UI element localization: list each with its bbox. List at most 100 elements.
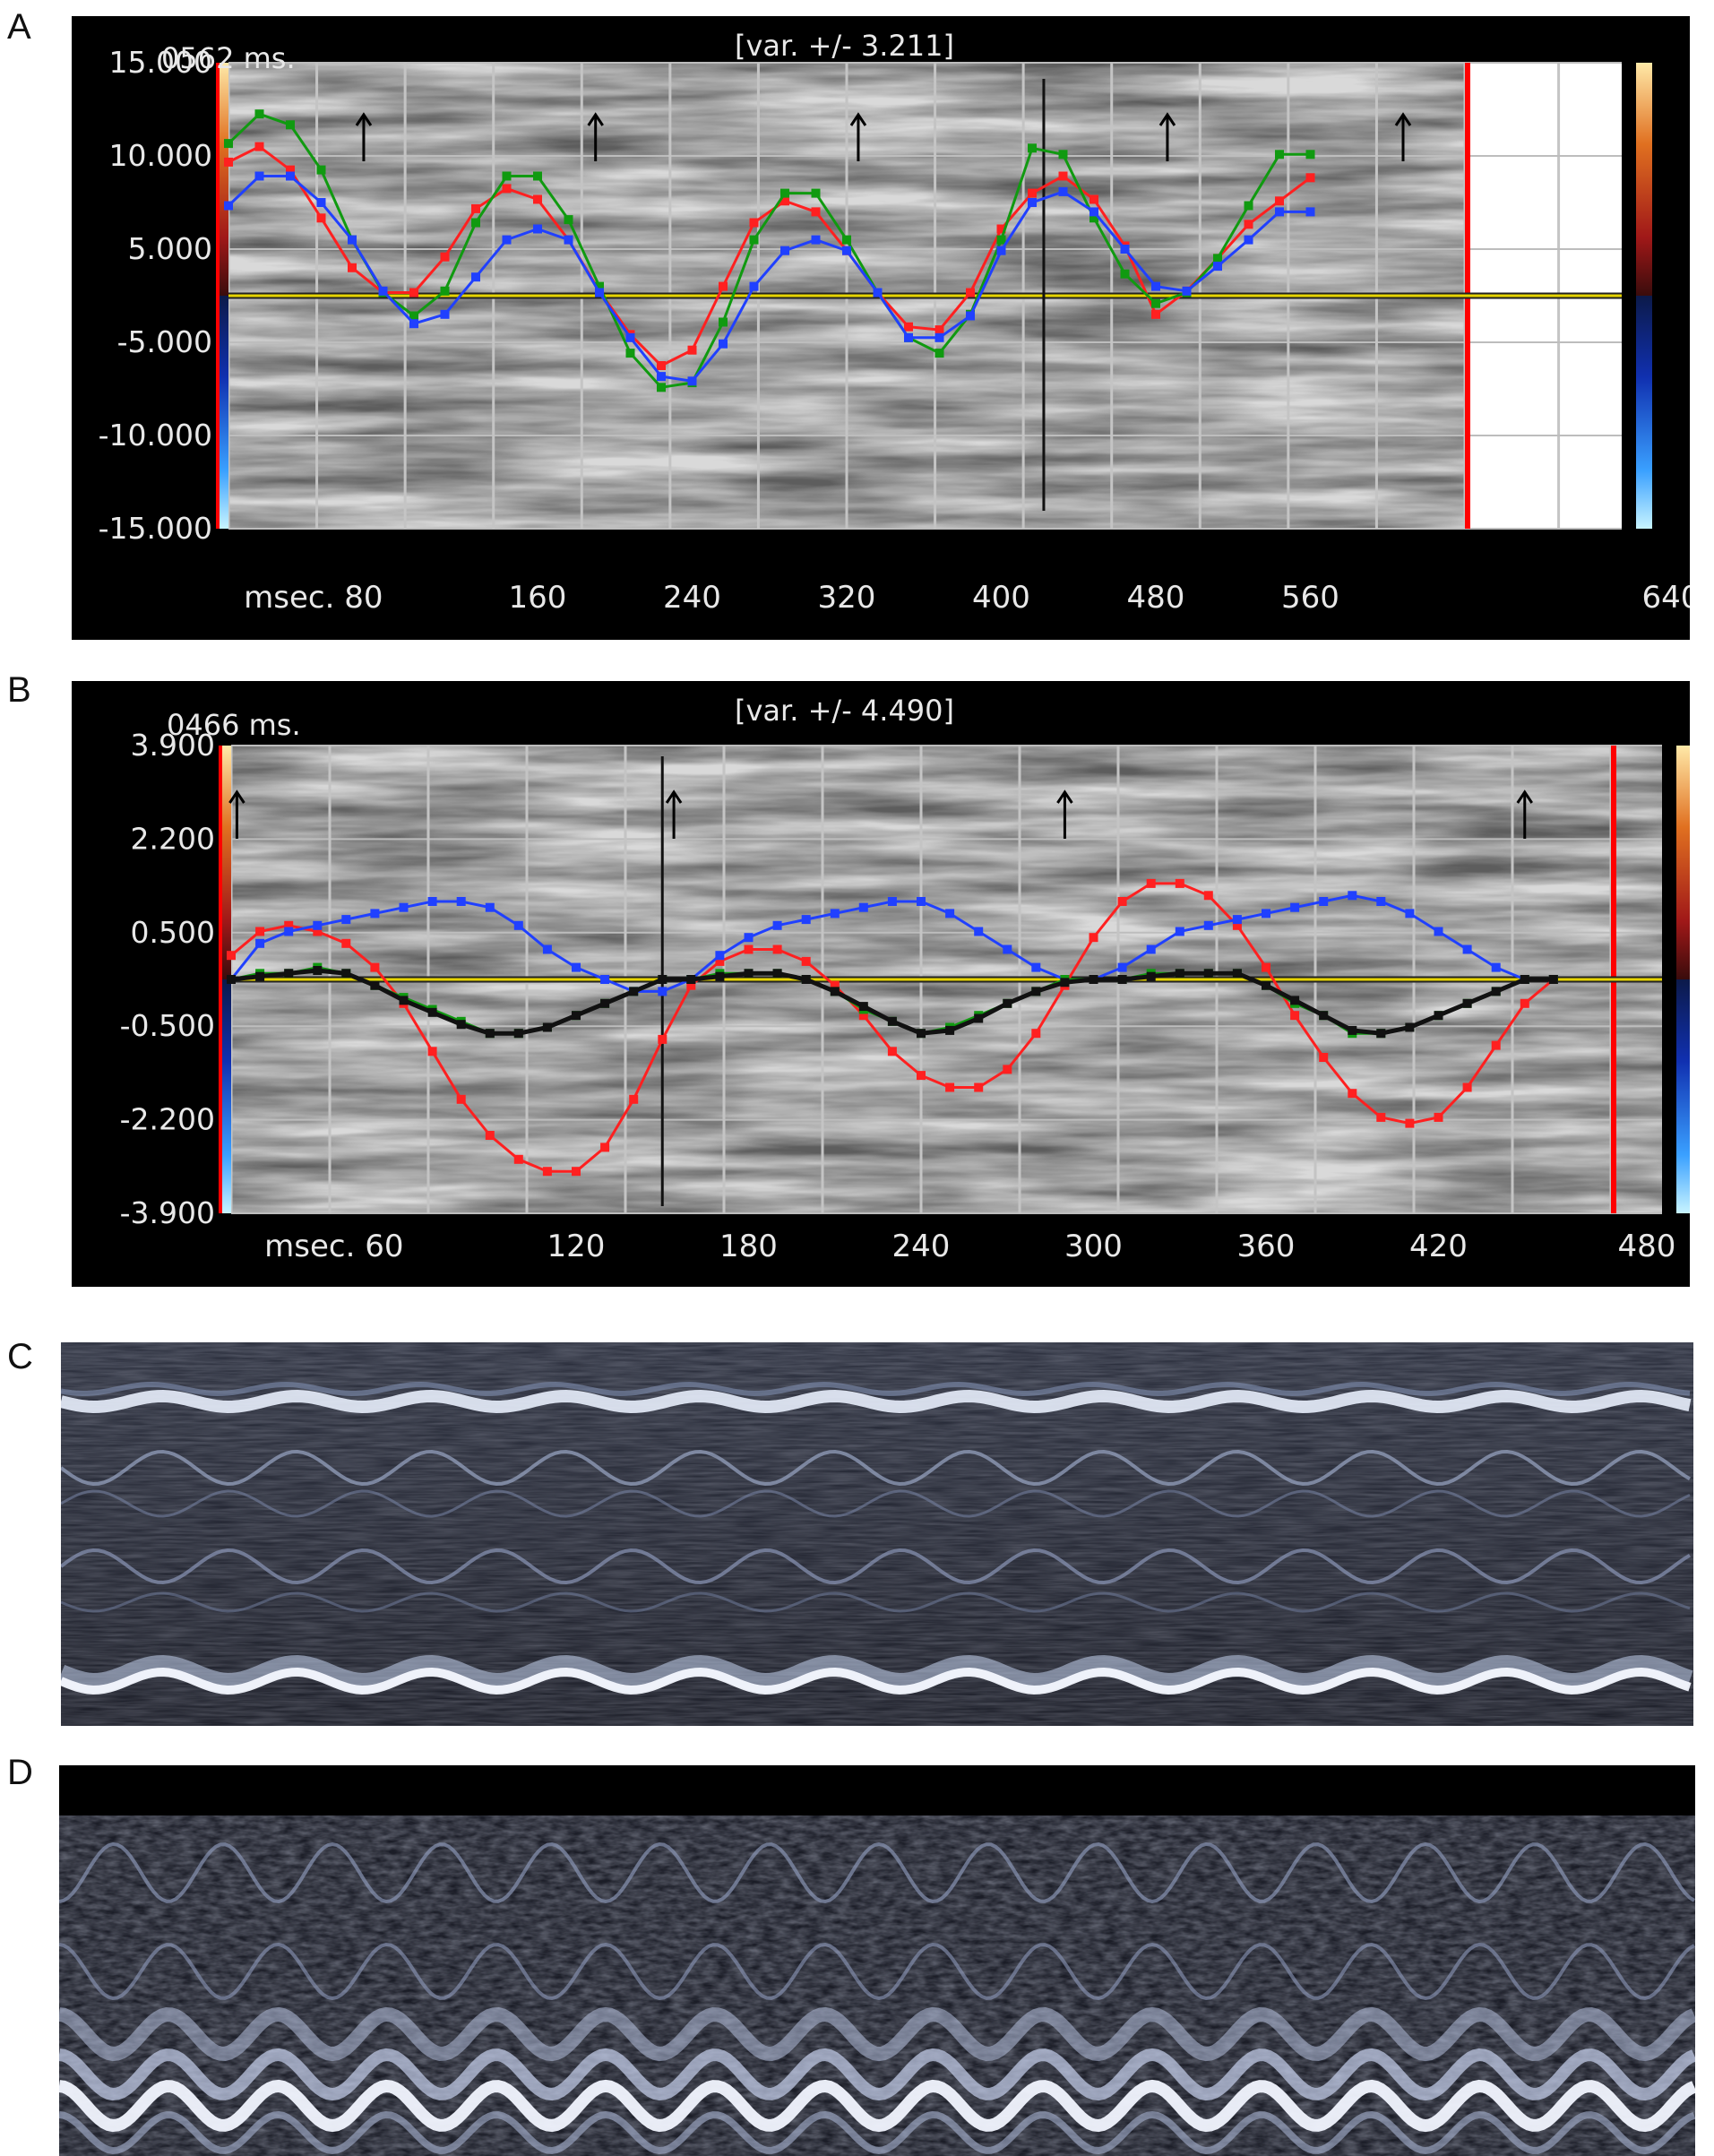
chart-a-ytick-label: -10.000 — [99, 418, 212, 453]
chart-b-data-point — [1434, 927, 1443, 936]
chart-a-data-point — [657, 372, 666, 382]
chart-b-data-point — [284, 927, 294, 936]
chart-a-data-point — [440, 286, 450, 296]
chart-b-data-point — [801, 915, 811, 925]
chart-a-xtick-label: 560 — [1281, 580, 1339, 616]
chart-a-data-point — [1182, 286, 1192, 296]
chart-a-data-point — [719, 317, 728, 327]
chart-b-svg: 3.900 2.200 0.500 -0.500 -2.200 -3.900 msec. 6… — [120, 694, 1690, 1264]
chart-b-data-point — [629, 1094, 639, 1104]
chart-b-data-point — [1405, 1118, 1415, 1128]
chart-a-data-point — [749, 218, 759, 228]
chart-b-data-point — [830, 909, 840, 918]
chart-a-data-point — [348, 235, 357, 245]
chart-b-data-point — [917, 897, 926, 906]
chart-b-data-point — [255, 971, 265, 981]
chart-b-data-point — [456, 1020, 466, 1030]
chart-a-data-point — [224, 201, 233, 211]
chart-a-data-point — [780, 196, 789, 206]
chart-a-data-point — [625, 349, 635, 358]
chart-a-data-point — [1028, 198, 1037, 207]
chart-a-data-point — [316, 213, 326, 223]
chart-a-data-point — [286, 171, 295, 181]
chart-a-data-point — [254, 142, 264, 151]
chart-a-data-point — [1305, 150, 1315, 160]
panel-label-d: D — [7, 1753, 33, 1792]
chart-b-data-point — [370, 909, 380, 918]
chart-a-data-point — [471, 203, 480, 213]
chart-b-xtick-label: 480 — [1618, 1229, 1676, 1264]
chart-b-ytick-label: -0.500 — [120, 1008, 215, 1043]
chart-b-xtick-label: 420 — [1409, 1229, 1468, 1264]
chart-b-data-point — [1348, 1089, 1357, 1099]
chart-b-data-point — [1262, 980, 1270, 990]
chart-b-data-point — [485, 902, 495, 912]
chart-a-data-point — [1213, 254, 1222, 263]
chart-a-data-point — [811, 235, 821, 245]
chart-b-data-point — [1146, 944, 1156, 954]
chart-b-xtick-label: 120 — [547, 1229, 606, 1264]
chart-a-data-point — [657, 383, 666, 392]
chart-a-data-point — [1058, 150, 1068, 160]
chart-a-xtick-label: 160 — [509, 580, 567, 616]
chart-a-data-point — [440, 252, 450, 262]
chart-a-data-point — [719, 339, 728, 349]
chart-b-data-point — [629, 987, 639, 996]
chart-b-data-point — [1089, 933, 1098, 943]
chart-a-data-point — [316, 165, 326, 175]
chart-a-data-point — [1305, 173, 1315, 183]
chart-a-data-point — [409, 311, 418, 321]
chart-a-data-point — [966, 288, 975, 298]
chart-b-data-point — [1262, 962, 1270, 972]
chart-b-data-point — [1491, 987, 1501, 996]
chart-a-data-point — [533, 224, 542, 234]
chart-b-data-point — [485, 1029, 495, 1039]
chart-a-ytick-label: -5.000 — [117, 324, 212, 359]
chart-b-data-point — [427, 1007, 437, 1017]
chart-b-data-point — [1376, 1112, 1386, 1122]
mmode-image-c — [61, 1342, 1693, 1726]
chart-a-data-point — [749, 281, 759, 291]
chart-a-ytick-label: 5.000 — [128, 231, 212, 266]
chart-b-data-point — [1405, 909, 1415, 918]
chart-b-data-point — [456, 897, 466, 906]
chart-a-xtick-label: 240 — [663, 580, 721, 616]
chart-b-colorbar — [1676, 746, 1690, 979]
chart-b-data-point — [1319, 897, 1329, 906]
chart-b-data-point — [858, 1002, 868, 1012]
chart-a-data-point — [935, 349, 944, 358]
chart-a-data-point — [935, 325, 944, 335]
chart-a-data-point — [811, 207, 821, 217]
chart-b-data-point — [772, 944, 782, 954]
chart-b-series-black — [227, 966, 1558, 1039]
chart-a-event-arrow — [1158, 112, 1176, 161]
chart-b-data-point — [513, 920, 523, 930]
chart-b-data-point — [427, 897, 437, 906]
chart-b-data-point — [600, 975, 610, 984]
chart-a-data-point — [224, 139, 233, 149]
chart-a-series-blue — [224, 171, 1315, 386]
chart-b-data-point — [658, 975, 668, 984]
chart-a-data-point — [842, 235, 851, 245]
chart-a-ytick-label: 10.000 — [109, 138, 212, 173]
chart-a-data-point — [1028, 143, 1037, 153]
chart-a-data-point — [687, 345, 697, 355]
chart-b-data-point — [744, 933, 754, 943]
chart-a-data-point — [286, 120, 295, 130]
chart-a-data-point — [842, 246, 851, 255]
chart-b-data-point — [313, 920, 323, 930]
chart-b-data-point — [227, 951, 236, 961]
chart-b-ytick-label: -2.200 — [120, 1102, 215, 1137]
chart-b-variance-label: [var. +/- 4.490] — [735, 694, 954, 728]
chart-a-data-point — [254, 171, 264, 181]
chart-b-data-point — [1232, 969, 1242, 979]
chart-a-data-point — [996, 235, 1006, 245]
chart-b-data-point — [1031, 962, 1041, 972]
chart-b-data-point — [974, 1082, 984, 1092]
chart-b-data-point — [255, 927, 265, 936]
chart-b-data-point — [399, 902, 409, 912]
chart-b-data-point — [772, 920, 782, 930]
chart-b-data-point — [830, 987, 840, 996]
chart-b-xtick-label: 180 — [719, 1229, 778, 1264]
chart-b-data-point — [1290, 902, 1300, 912]
